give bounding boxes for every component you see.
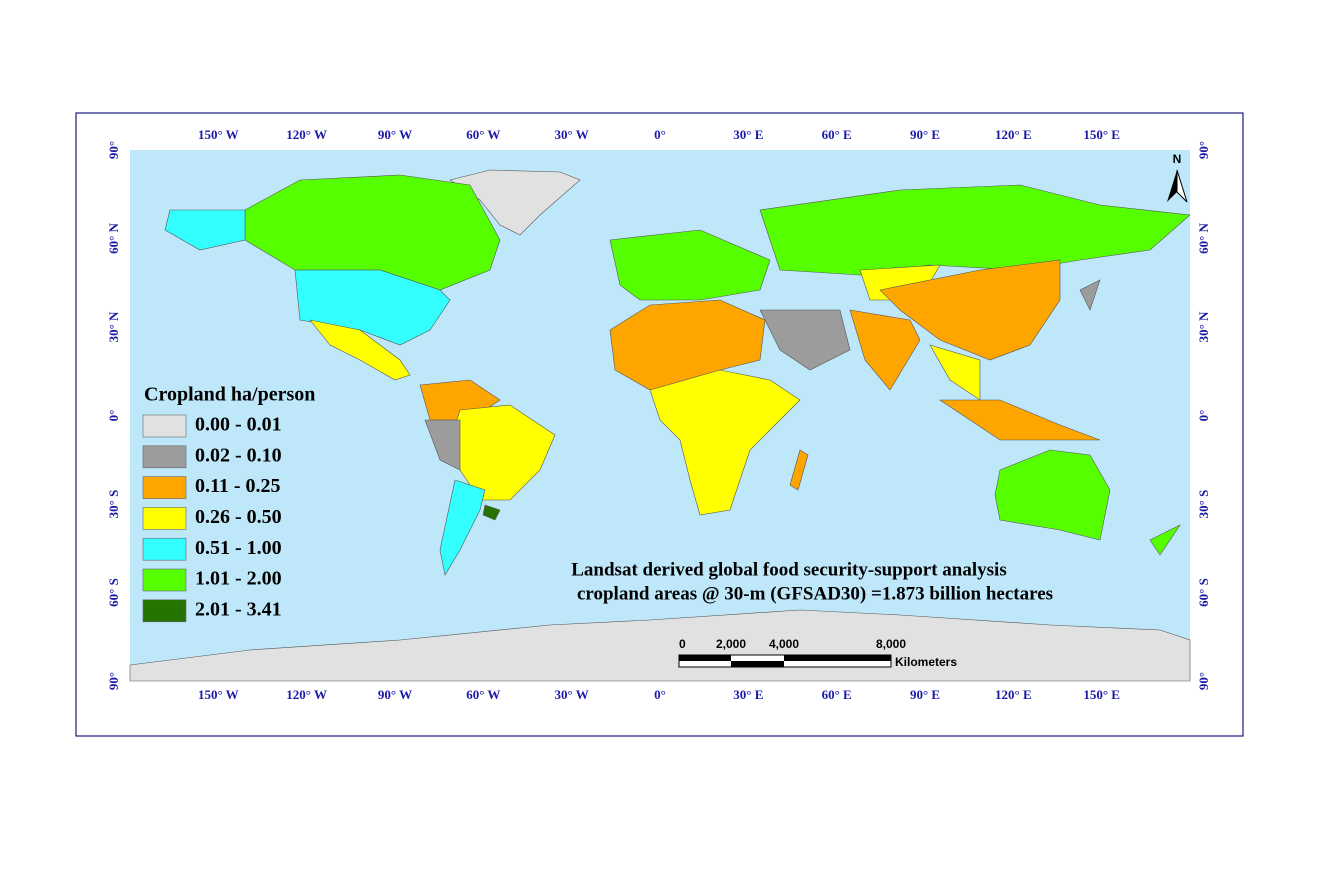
legend-label: 0.02 - 0.10 — [195, 444, 282, 466]
frame — [75, 112, 1244, 737]
australia — [994, 449, 1111, 541]
china — [879, 259, 1061, 361]
lon-label: 150° E — [1083, 687, 1120, 702]
scale-seg — [679, 655, 731, 661]
legend-swatch — [142, 414, 187, 438]
lon-label: 150° E — [1083, 127, 1120, 142]
lon-label: 60° E — [822, 127, 852, 142]
legend-title: Cropland ha/person — [144, 384, 315, 406]
scale-label: 0 — [679, 637, 686, 651]
south-africa — [649, 369, 801, 516]
lon-label: 90° E — [910, 127, 940, 142]
lon-label: 0° — [654, 687, 666, 702]
map-title: Landsat derived global food security-sup… — [571, 559, 1006, 580]
legend-swatch — [142, 507, 187, 530]
north-arrow: N — [1167, 152, 1188, 203]
arrow — [1167, 170, 1177, 202]
lon-label: 60° W — [466, 127, 500, 142]
land-layer — [129, 169, 1191, 682]
greenland — [449, 169, 581, 236]
lat-label: 30° N — [106, 311, 121, 342]
lat-label: 60° N — [106, 222, 121, 253]
alaska — [164, 209, 246, 251]
madagascar — [789, 449, 809, 491]
lon-label: 30° W — [555, 127, 589, 142]
legend-label: 0.00 - 0.01 — [195, 414, 282, 436]
lat-label: 30° S — [106, 490, 121, 519]
central-america — [309, 319, 411, 381]
india — [849, 309, 921, 391]
lat-label: 60° S — [1196, 578, 1211, 607]
scale-seg — [784, 655, 891, 661]
indonesia — [939, 399, 1101, 441]
scale-label: 8,000 — [876, 637, 906, 651]
canada — [244, 174, 501, 291]
map-title: cropland areas @ 30-m (GFSAD30) =1.873 b… — [577, 583, 1053, 604]
lon-label: 30° E — [733, 127, 763, 142]
scale-unit: Kilometers — [895, 655, 957, 669]
lon-label: 120° W — [286, 127, 327, 142]
legend-label: 0.11 - 0.25 — [195, 475, 281, 497]
legend-swatch — [142, 599, 187, 623]
legend-swatch — [142, 568, 187, 592]
scale-bar: Kilometers — [678, 654, 957, 669]
uruguay — [482, 504, 501, 521]
north-africa — [609, 299, 766, 391]
lat-label: 0° — [106, 410, 121, 422]
lon-label: 0° — [654, 127, 666, 142]
lat-label: 90° — [106, 141, 121, 159]
lat-label: 60° N — [1196, 222, 1211, 253]
lat-label: 90° — [1196, 141, 1211, 159]
legend-label: 1.01 - 2.00 — [195, 568, 282, 590]
lon-label: 90° W — [378, 687, 412, 702]
scale-seg — [731, 661, 784, 667]
japan — [1079, 279, 1101, 311]
legend-swatch — [142, 476, 187, 499]
lon-label: 120° E — [995, 687, 1032, 702]
lat-label: 30° N — [1196, 311, 1211, 342]
lon-label: 30° E — [733, 687, 763, 702]
lon-label: 60° W — [466, 687, 500, 702]
lat-label: 90° — [1196, 672, 1211, 690]
scale-label: 4,000 — [769, 637, 799, 651]
legend-label: 2.01 - 3.41 — [195, 598, 282, 620]
lon-label: 90° W — [378, 127, 412, 142]
argentina — [439, 479, 486, 576]
arrow — [1176, 169, 1188, 203]
lon-label: 60° E — [822, 687, 852, 702]
lat-label: 30° S — [1196, 490, 1211, 519]
middle-east — [759, 309, 851, 371]
lon-label: 120° E — [995, 127, 1032, 142]
north-label: N — [1173, 152, 1182, 166]
lon-label: 150° W — [198, 127, 239, 142]
lon-label: 150° W — [198, 687, 239, 702]
russia — [759, 184, 1191, 276]
scale-label: 2,000 — [716, 637, 746, 651]
antarctica — [129, 609, 1191, 682]
legend-label: 0.26 - 0.50 — [195, 506, 282, 528]
new-zealand — [1149, 524, 1181, 556]
europe — [609, 229, 771, 301]
lon-label: 30° W — [555, 687, 589, 702]
legend-swatch — [142, 537, 187, 561]
lat-label: 0° — [1196, 410, 1211, 422]
peru — [424, 419, 461, 471]
lon-label: 120° W — [286, 687, 327, 702]
legend-label: 0.51 - 1.00 — [195, 537, 282, 559]
lat-label: 60° S — [106, 578, 121, 607]
lon-label: 90° E — [910, 687, 940, 702]
legend-swatch — [142, 445, 187, 469]
lat-label: 90° — [106, 672, 121, 690]
